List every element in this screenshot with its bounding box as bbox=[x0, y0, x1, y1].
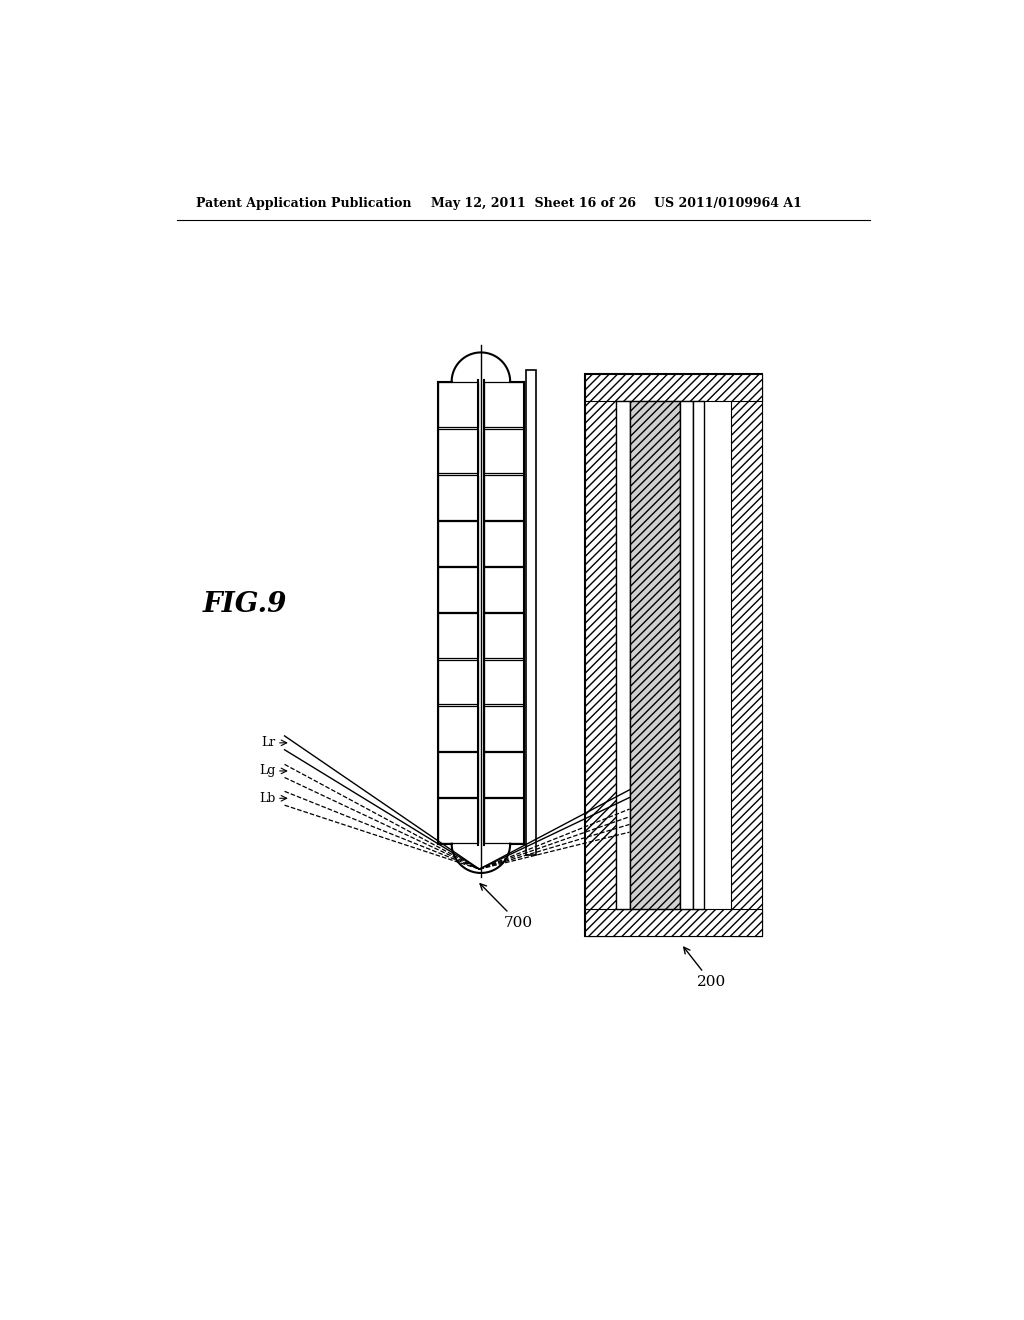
Bar bbox=[438, 475, 478, 520]
Bar bbox=[438, 614, 478, 659]
Bar bbox=[630, 401, 680, 909]
Bar bbox=[484, 383, 524, 428]
Text: Patent Application Publication: Patent Application Publication bbox=[196, 197, 412, 210]
Text: Lb: Lb bbox=[259, 792, 275, 805]
Bar bbox=[484, 752, 524, 797]
Bar bbox=[525, 370, 537, 855]
Text: 200: 200 bbox=[684, 948, 726, 989]
Text: FIG.9: FIG.9 bbox=[203, 591, 287, 619]
Bar bbox=[484, 799, 524, 843]
Bar bbox=[438, 706, 478, 751]
Bar bbox=[484, 568, 524, 612]
Bar bbox=[438, 660, 478, 705]
Bar bbox=[585, 374, 762, 401]
Bar bbox=[484, 660, 524, 705]
Bar bbox=[438, 429, 478, 474]
Bar bbox=[438, 568, 478, 612]
Bar bbox=[731, 374, 762, 936]
Text: May 12, 2011  Sheet 16 of 26: May 12, 2011 Sheet 16 of 26 bbox=[431, 197, 636, 210]
Bar bbox=[438, 383, 478, 428]
Bar bbox=[484, 521, 524, 566]
Text: Lr: Lr bbox=[261, 737, 275, 750]
Bar bbox=[484, 475, 524, 520]
Bar bbox=[484, 429, 524, 474]
Bar bbox=[615, 401, 630, 909]
Bar bbox=[438, 521, 478, 566]
Text: 700: 700 bbox=[480, 884, 534, 929]
Bar bbox=[585, 374, 762, 936]
Bar bbox=[484, 706, 524, 751]
Bar bbox=[680, 401, 693, 909]
Bar bbox=[693, 401, 705, 909]
Text: Lg: Lg bbox=[259, 764, 275, 777]
Bar bbox=[484, 614, 524, 659]
Bar bbox=[438, 799, 478, 843]
Text: US 2011/0109964 A1: US 2011/0109964 A1 bbox=[654, 197, 802, 210]
Bar bbox=[585, 909, 762, 936]
Bar bbox=[438, 752, 478, 797]
Bar bbox=[585, 374, 615, 936]
